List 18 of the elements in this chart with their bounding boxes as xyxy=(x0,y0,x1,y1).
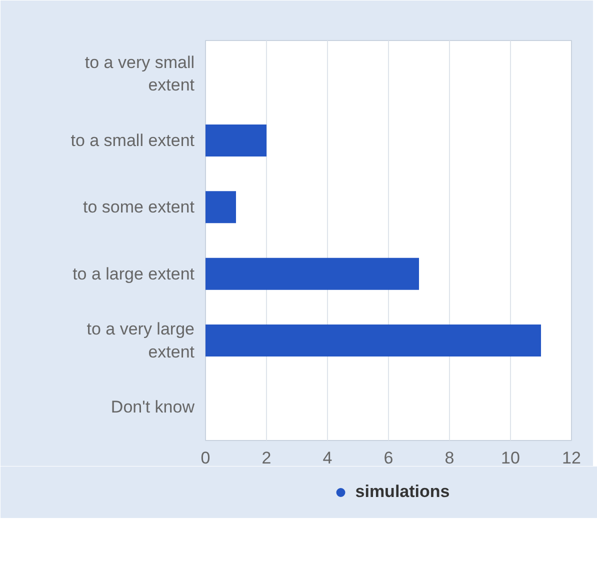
y-tick-label: to a small extent xyxy=(70,131,195,150)
x-tick-label: 6 xyxy=(384,448,394,468)
x-tick-label: 2 xyxy=(262,448,272,468)
y-tick-label: to some extent xyxy=(82,198,195,217)
x-tick-label: 8 xyxy=(444,448,454,468)
x-tick-label: 12 xyxy=(562,448,581,468)
x-tick-label: 10 xyxy=(501,448,520,468)
bar xyxy=(206,324,541,356)
x-tick-label: 4 xyxy=(322,448,332,468)
bar xyxy=(206,258,419,290)
x-tick-label: 0 xyxy=(200,448,210,468)
bar xyxy=(206,124,266,156)
y-tick-label: to a very large extent xyxy=(86,320,195,362)
y-tick-label: Don't know xyxy=(110,398,196,417)
bar xyxy=(206,191,236,224)
y-tick-label: to a large extent xyxy=(72,264,195,284)
legend-label: simulations xyxy=(355,482,450,502)
y-tick-label: to a very small extent xyxy=(84,52,195,95)
